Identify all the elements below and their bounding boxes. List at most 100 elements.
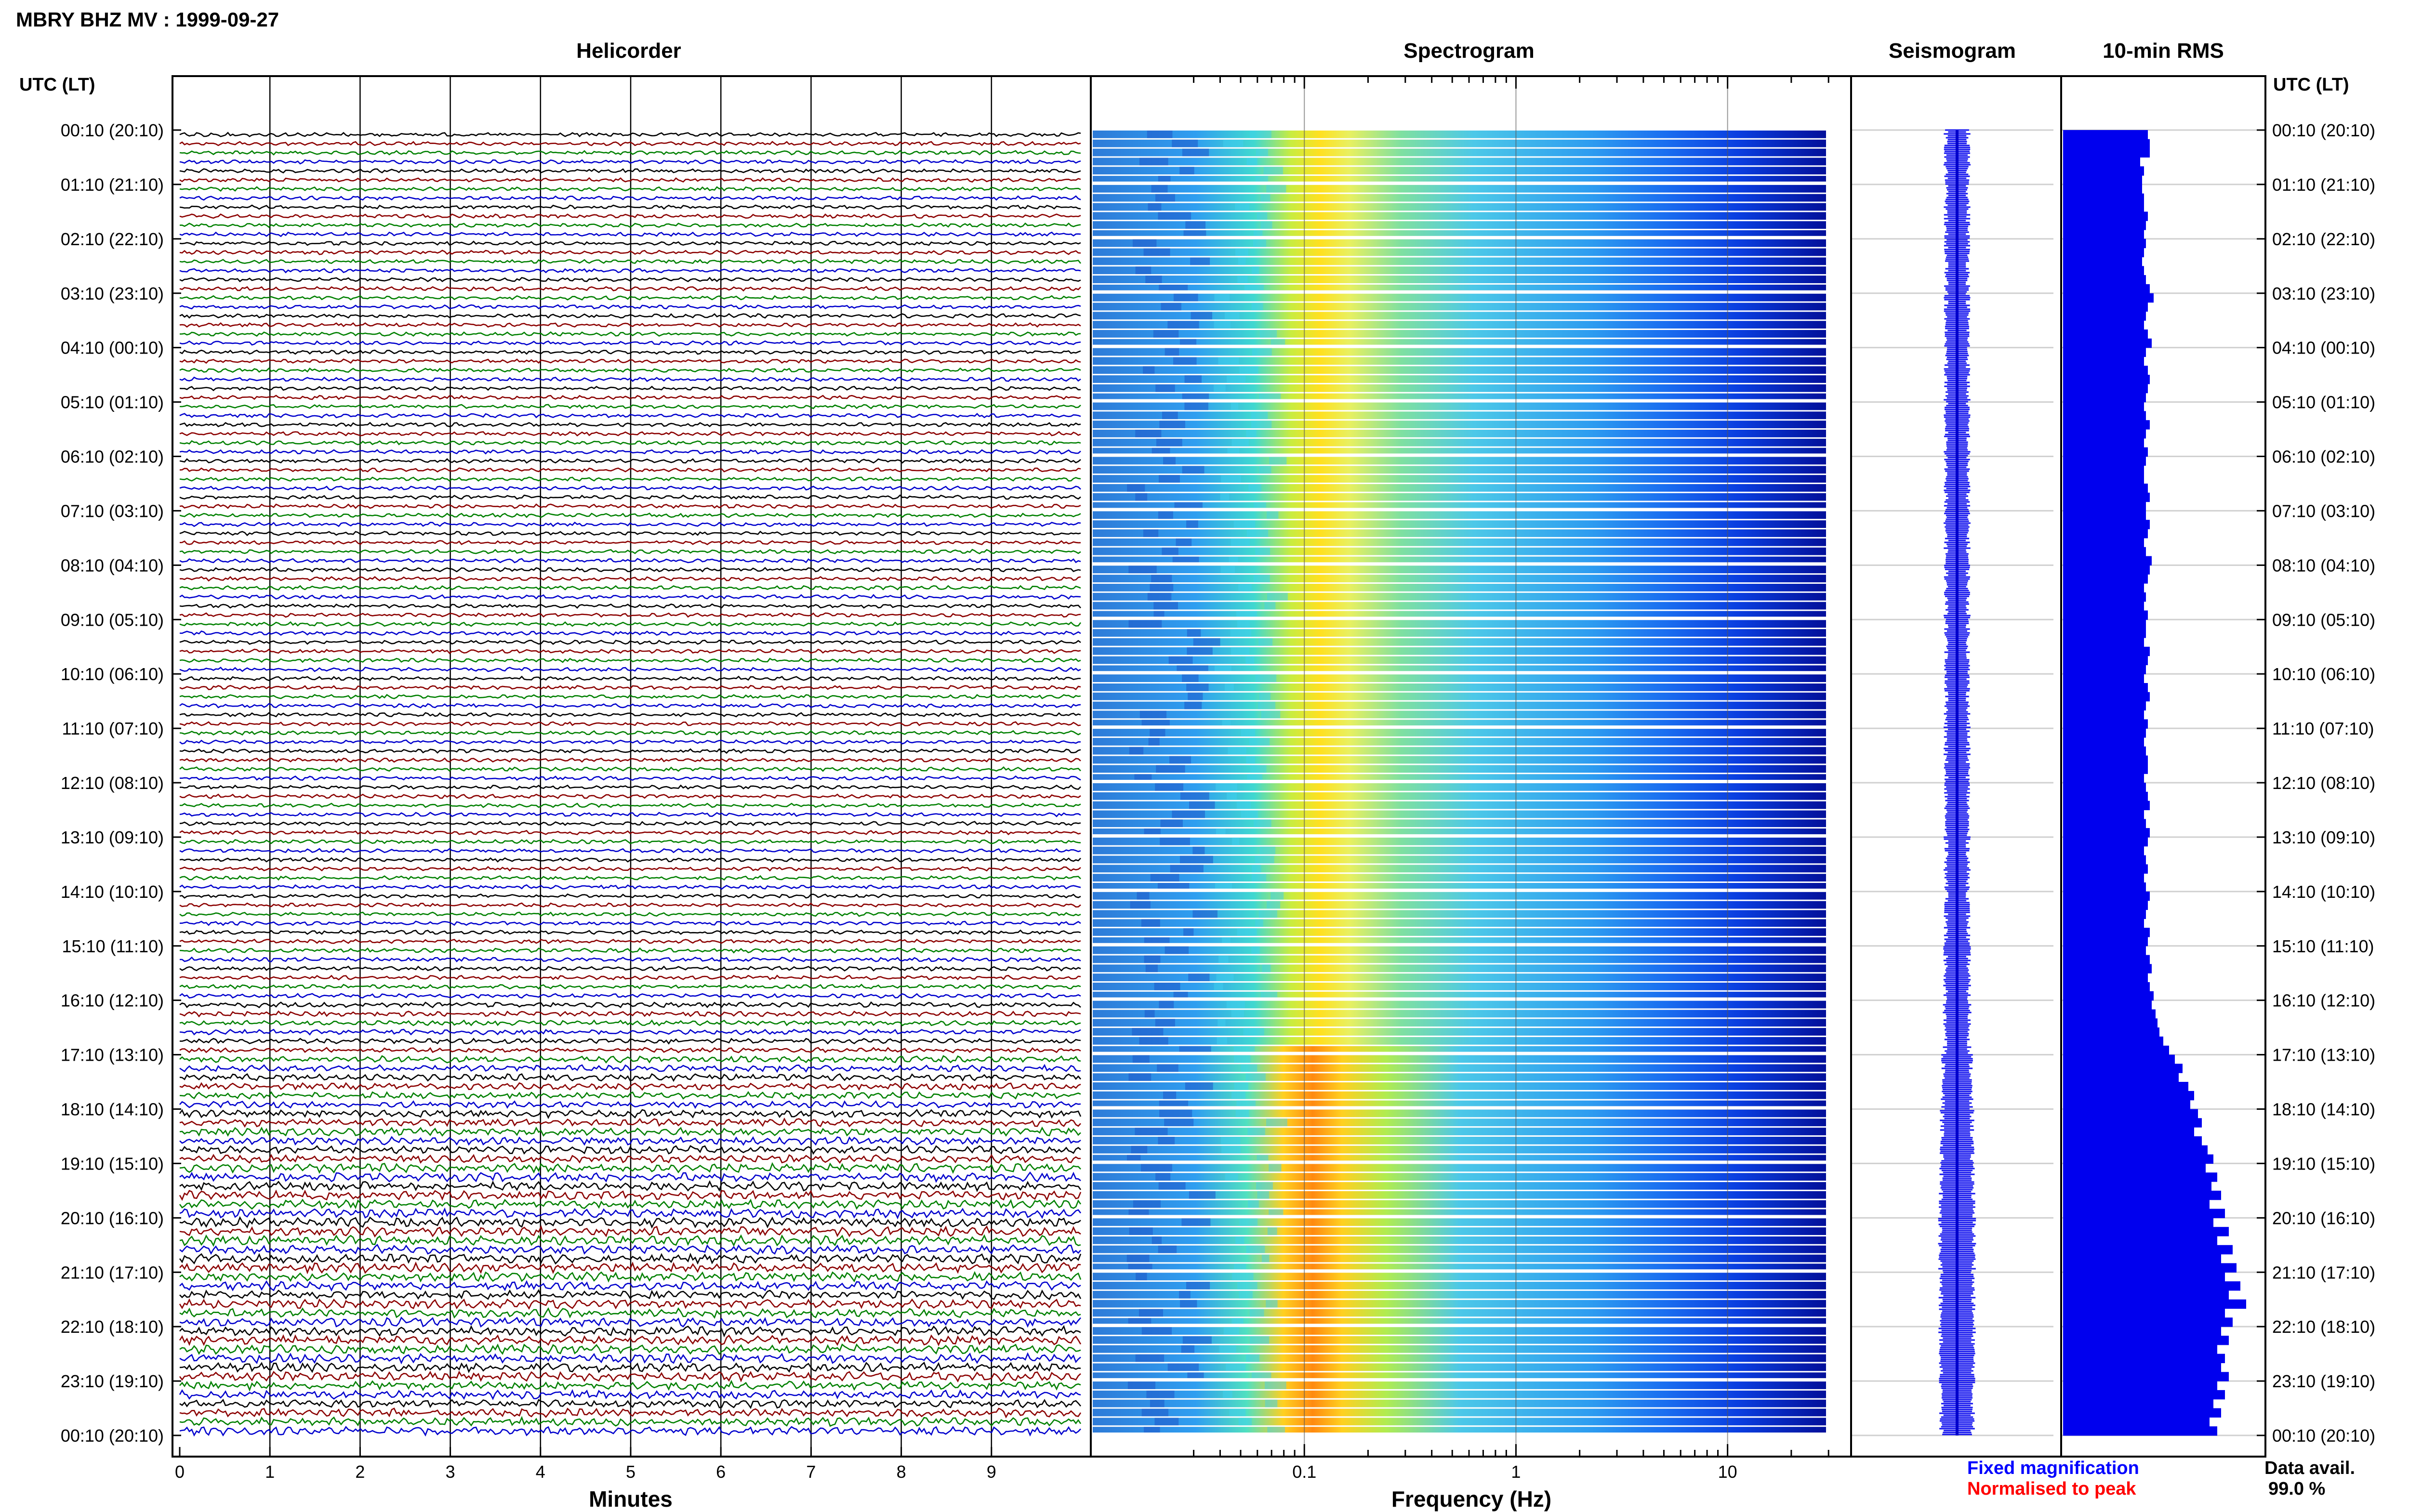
time-tick-label-right: 07:10 (03:10) (2272, 501, 2375, 521)
time-tick-label-left: 10:10 (06:10) (61, 664, 164, 684)
spectrogram-low-freq-band (1214, 321, 1231, 329)
rms-bar (2063, 221, 2146, 230)
spectrogram-low-freq-band (1259, 692, 1271, 700)
rms-bar (2063, 973, 2148, 983)
spectrogram-low-freq-band (1158, 1136, 1175, 1144)
spectrogram-low-freq-band (1247, 1200, 1259, 1208)
rms-bar (2063, 1009, 2156, 1019)
rms-bar (2063, 429, 2146, 439)
rms-bar (2063, 211, 2148, 221)
minute-tick-label: 8 (897, 1462, 906, 1482)
spectrogram-row (1093, 801, 1826, 809)
spectrogram-low-freq-band (1140, 1164, 1172, 1172)
spectrogram-low-freq-band (1271, 892, 1284, 900)
rms-bar (2063, 492, 2150, 502)
helicorder-trace-line (179, 929, 1081, 935)
spectrogram-low-freq-band (1251, 946, 1260, 954)
time-tick-label-right: 14:10 (10:10) (2272, 882, 2375, 902)
spectrogram-row (1093, 1227, 1826, 1235)
spectrogram-row (1093, 302, 1826, 311)
rms-bar (2063, 529, 2148, 539)
time-tick-label-left: 23:10 (19:10) (61, 1371, 164, 1391)
spectrogram-low-freq-band (1179, 855, 1213, 864)
spectrogram-low-freq-band (1231, 1091, 1246, 1099)
rms-bar (2063, 891, 2150, 901)
rms-bar (2063, 1417, 2210, 1427)
helicorder-trace-line (179, 893, 1081, 899)
helicorder-trace-line (179, 367, 1081, 373)
helicorder-trace-line (179, 1352, 1081, 1365)
helicorder-trace-line (179, 1019, 1081, 1026)
time-axis-label-left: UTC (LT) (19, 75, 95, 95)
rms-bar (2063, 1027, 2159, 1037)
helicorder-trace-line (179, 1010, 1081, 1018)
spectrogram-row (1093, 438, 1826, 447)
spectrogram-low-freq-band (1252, 865, 1261, 873)
spectrogram-row (1093, 874, 1826, 882)
helicorder-trace-line (179, 177, 1081, 183)
rms-bar (2063, 665, 2146, 674)
spectrogram-row (1093, 1282, 1826, 1289)
spectrogram-row (1093, 312, 1826, 320)
spectrogram-row (1093, 846, 1826, 855)
spectrogram-low-freq-band (1221, 1145, 1241, 1154)
spectrogram-row (1093, 466, 1826, 474)
spectrogram-row (1093, 710, 1826, 719)
time-tick-label-left: 00:10 (20:10) (61, 120, 164, 140)
helicorder-trace-line (179, 421, 1081, 427)
spectrogram-low-freq-band (1138, 1309, 1163, 1317)
helicorder-trace-line (179, 657, 1081, 663)
helicorder-trace-line (179, 1064, 1081, 1073)
time-tick-label-left: 01:10 (21:10) (61, 175, 164, 195)
spectrogram-low-freq-band (1185, 1082, 1213, 1090)
helicorder-trace-line (179, 721, 1081, 727)
spectrogram-row (1093, 430, 1826, 437)
spectrogram-low-freq-band (1143, 248, 1170, 256)
spectrogram-low-freq-band (1252, 266, 1259, 275)
spectrogram-low-freq-band (1172, 139, 1198, 147)
spectrogram-row (1093, 1363, 1826, 1371)
spectrogram-low-freq-band (1269, 1164, 1282, 1172)
helicorder-x-axis-label: Minutes (589, 1486, 673, 1512)
spectrogram-row (1093, 620, 1826, 628)
rms-bar (2063, 701, 2146, 710)
helicorder-trace-line (180, 775, 1081, 781)
spectrogram-low-freq-band (1163, 1091, 1177, 1099)
helicorder-trace-line (179, 404, 1081, 409)
time-tick-label-right: 02:10 (22:10) (2272, 229, 2375, 249)
helicorder-trace-line (179, 485, 1081, 491)
spectrogram-low-freq-band (1216, 783, 1237, 791)
helicorder-trace-line (179, 684, 1081, 690)
spectrogram-row (1093, 1164, 1826, 1172)
rms-bar (2063, 1054, 2175, 1064)
spectrogram-low-freq-band (1229, 1408, 1246, 1417)
spectrogram-row-gap (1093, 997, 1826, 1000)
time-tick-label-left: 22:10 (18:10) (61, 1317, 164, 1337)
spectrogram-low-freq-band (1239, 1218, 1258, 1226)
helicorder-trace-line (179, 1280, 1081, 1292)
rms-bar (2063, 574, 2148, 584)
spectrogram-row (1093, 565, 1826, 574)
spectrogram-low-freq-band (1231, 402, 1239, 410)
spectrogram-low-freq-band (1266, 1118, 1287, 1127)
rms-bar (2063, 1145, 2208, 1155)
helicorder-trace-line (179, 204, 1081, 210)
spectrogram-row-gap (1093, 290, 1826, 293)
spectrogram-low-freq-band (1237, 1282, 1257, 1289)
helicorder-trace-line (179, 920, 1081, 926)
helicorder-trace-line (179, 494, 1081, 500)
rms-bar (2063, 946, 2146, 956)
spectrogram-low-freq-band (1159, 421, 1185, 429)
helicorder-trace-line (179, 974, 1081, 981)
spectrogram-low-freq-band (1159, 1109, 1192, 1118)
spectrogram-low-freq-band (1158, 1182, 1186, 1190)
spectrogram-low-freq-band (1143, 529, 1159, 537)
rms-bar (2063, 474, 2144, 484)
helicorder-trace-line (179, 1361, 1081, 1374)
rms-bar (2063, 157, 2140, 167)
spectrogram-row (1093, 592, 1826, 601)
helicorder-trace-line (179, 1426, 1081, 1437)
spectrogram-low-freq-band (1158, 212, 1191, 220)
spectrogram-low-freq-band (1148, 737, 1160, 746)
spectrogram-low-freq-band (1258, 701, 1275, 710)
